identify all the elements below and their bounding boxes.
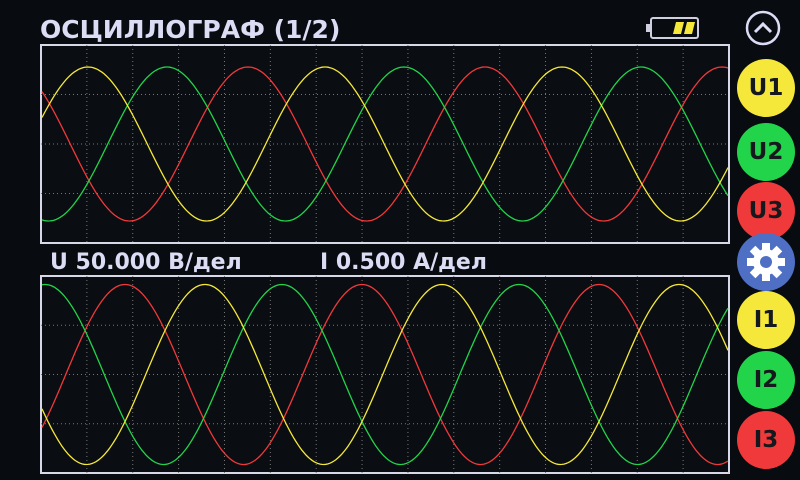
waveform: [41, 66, 729, 222]
screen-title: ОСЦИЛЛОГРАФ (1/2): [40, 15, 340, 44]
button-label: U2: [749, 139, 784, 165]
waveform: [41, 283, 729, 466]
channel-button[interactable]: I3: [737, 411, 795, 469]
channel-button[interactable]: U2: [737, 123, 795, 181]
scroll-up-button[interactable]: [745, 10, 781, 46]
gear-tooth: [762, 273, 770, 281]
waveform: [41, 283, 729, 466]
gear-tooth: [747, 258, 755, 266]
button-label: I1: [754, 307, 779, 333]
gear-tooth: [762, 243, 770, 251]
button-label: I2: [754, 367, 779, 393]
waveform: [41, 283, 729, 466]
button-circle: [737, 291, 795, 349]
channel-button[interactable]: U1: [737, 59, 795, 117]
button-label: U3: [749, 198, 784, 224]
battery-icon: [646, 17, 699, 39]
button-label: U1: [749, 75, 784, 101]
current-scope: [40, 275, 730, 474]
button-label: I3: [754, 427, 779, 453]
button-circle: [737, 411, 795, 469]
gear-tooth: [777, 258, 785, 266]
waveform: [41, 66, 729, 222]
button-circle: [737, 59, 795, 117]
settings-button[interactable]: [737, 233, 795, 291]
channel-button[interactable]: I2: [737, 351, 795, 409]
voltage-scale: U 50.000 В/дел: [50, 250, 242, 275]
channel-button[interactable]: U3: [737, 182, 795, 240]
current-scale: I 0.500 А/дел: [320, 250, 487, 275]
channel-buttons: U1 U2 U3 I1 I2 I3: [737, 59, 795, 469]
waveform: [41, 66, 729, 222]
channel-button[interactable]: I1: [737, 291, 795, 349]
button-circle: [737, 123, 795, 181]
button-circle: [737, 351, 795, 409]
button-circle: [737, 182, 795, 240]
voltage-scope: [40, 44, 730, 244]
